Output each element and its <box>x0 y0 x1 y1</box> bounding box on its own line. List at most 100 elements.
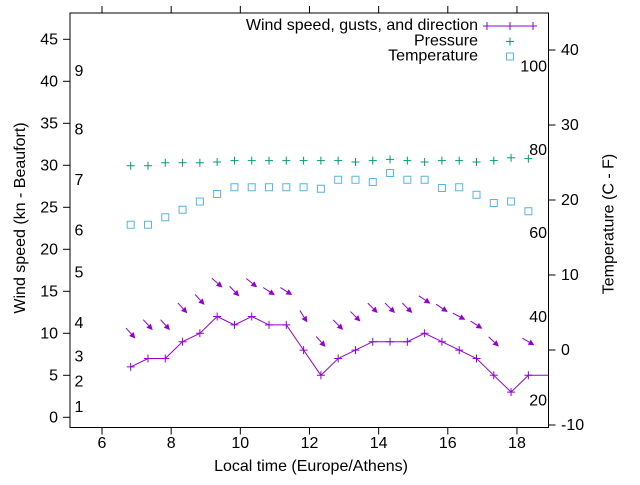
y-right-tick-label: 20 <box>561 192 579 209</box>
temperature-point <box>334 175 343 184</box>
y-left-tick-label: 45 <box>40 31 58 48</box>
chart-legend: Wind speed, gusts, and direction Pressur… <box>246 17 537 65</box>
y-right-tick-label: 40 <box>561 42 579 59</box>
temperature-point <box>265 183 274 192</box>
beaufort-scale-label: 1 <box>75 399 84 416</box>
gust-arrow-shaft <box>160 319 167 326</box>
x-tick-label: 14 <box>370 435 388 452</box>
fahrenheit-scale-label: 80 <box>529 142 547 159</box>
gust-arrow-shaft <box>350 311 357 318</box>
temperature-point <box>386 169 395 177</box>
gust-arrow-head <box>475 322 483 329</box>
y-right-tick-label: 30 <box>561 117 579 134</box>
x-tick-label: 12 <box>301 435 319 452</box>
temperature-point <box>195 197 204 206</box>
y-right-tick-label: 10 <box>561 267 579 284</box>
legend-wind-sample-markers <box>483 22 537 30</box>
temperature-point <box>507 197 516 206</box>
gust-arrow-head <box>405 306 413 314</box>
gust-arrow-shaft <box>194 294 201 301</box>
legend-temperature-sample-marker <box>506 52 514 61</box>
temperature-point <box>161 213 170 222</box>
gust-arrow-head <box>181 306 188 314</box>
temperature-point <box>299 183 308 192</box>
beaufort-scale-label: 7 <box>75 172 84 189</box>
x-tick-label: 10 <box>231 435 249 452</box>
temperature-markers <box>126 169 533 229</box>
temperature-point <box>178 205 187 214</box>
gust-arrow-shaft <box>522 337 530 343</box>
gust-arrow-head <box>441 306 448 313</box>
y-left-tick-label: 30 <box>40 157 58 174</box>
gust-arrow-shaft <box>229 285 236 293</box>
gust-arrow-shaft <box>470 320 478 326</box>
gust-arrow-shaft <box>280 287 288 293</box>
temperature-point <box>230 183 239 192</box>
y-left-tick-label: 35 <box>40 115 58 132</box>
temperature-point <box>455 183 464 192</box>
y-left-tick-label: 5 <box>49 367 58 384</box>
y-right-tick-label: -10 <box>561 417 584 434</box>
gust-arrow-head <box>163 323 170 331</box>
temperature-point <box>126 220 135 229</box>
gust-arrow-shaft <box>177 302 184 310</box>
fahrenheit-scale-label: 60 <box>529 225 547 242</box>
gust-arrow-shaft <box>402 302 409 310</box>
x-tick-label: 16 <box>439 435 457 452</box>
gust-arrow-head <box>388 306 396 314</box>
legend-pressure-sample-marker <box>506 37 514 46</box>
x-tick-label: 6 <box>98 435 107 452</box>
x-tick-label: 18 <box>508 435 526 452</box>
fahrenheit-scale-label: 40 <box>529 309 547 326</box>
gust-arrow-head <box>319 340 326 347</box>
temperature-point <box>316 184 325 193</box>
left-y-axis-title: Wind speed (kn - Beaufort) <box>12 122 29 313</box>
gust-arrow-head <box>129 332 136 339</box>
wind-speed-series <box>126 312 549 397</box>
gust-arrow-head <box>232 289 240 297</box>
gust-arrows <box>125 277 535 347</box>
fahrenheit-scale-label: 20 <box>529 392 547 409</box>
beaufort-scale-label: 4 <box>75 315 84 332</box>
gust-arrow-head <box>527 339 535 346</box>
temperature-point <box>282 183 291 192</box>
beaufort-scale-label: 3 <box>75 349 84 366</box>
pressure-markers <box>126 153 533 170</box>
gust-arrow-head <box>458 314 466 320</box>
gust-arrow-shaft <box>315 336 322 343</box>
gust-arrow-head <box>215 281 223 288</box>
gust-arrow-head <box>285 289 293 296</box>
gust-arrow-shaft <box>211 277 219 284</box>
gust-arrow-head <box>354 315 361 322</box>
y-left-tick-label: 0 <box>49 409 58 426</box>
temperature-point <box>489 199 498 207</box>
beaufort-scale-label: 2 <box>75 374 84 391</box>
beaufort-scale-label: 8 <box>75 122 84 139</box>
gust-arrow-head <box>250 281 258 288</box>
data-series <box>125 153 549 397</box>
gust-arrow-head <box>336 323 344 330</box>
y-left-tick-label: 40 <box>40 73 58 90</box>
temperature-point <box>213 190 222 198</box>
temperature-point <box>420 175 429 184</box>
temperature-point <box>524 207 533 216</box>
axes: 6 8 10 12 14 16 18051015202530354045-100102030… <box>40 6 584 452</box>
gust-arrow-shaft <box>384 302 392 310</box>
gust-arrow-shaft <box>452 312 461 318</box>
plot-border <box>69 12 549 428</box>
temperature-point <box>247 183 256 192</box>
gust-arrow-shaft <box>299 310 305 318</box>
legend-temperature-label: Temperature <box>388 48 478 65</box>
gust-arrow-shaft <box>332 319 340 326</box>
x-tick-label: 8 <box>167 435 176 452</box>
legend-wind-label: Wind speed, gusts, and direction <box>246 17 478 34</box>
legend-pressure-label: Pressure <box>414 33 478 50</box>
gust-arrow-shaft <box>367 302 374 310</box>
fahrenheit-scale-label: 100 <box>520 59 547 76</box>
temperature-point <box>472 190 481 199</box>
beaufort-scale-label: 9 <box>75 63 84 80</box>
gust-arrow-shaft <box>262 287 271 293</box>
temperature-point <box>143 220 152 229</box>
